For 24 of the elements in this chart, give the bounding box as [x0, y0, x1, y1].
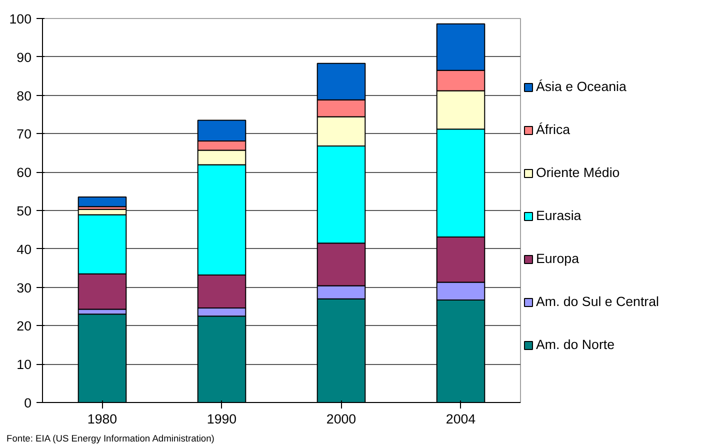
y-tick-label: 30: [16, 280, 32, 296]
y-tick-label: 10: [16, 357, 32, 372]
x-tick-label: 2004: [446, 412, 476, 426]
x-tick-label: 1980: [87, 412, 118, 426]
y-tick-label: 80: [16, 88, 32, 104]
legend-label: Ásia e Oceania: [536, 79, 626, 94]
y-tick-label: 90: [16, 50, 32, 65]
y-tick-label: 40: [16, 242, 32, 257]
legend-label: Europa: [536, 251, 579, 266]
source-note: Fonte: EIA (US Energy Information Administration): [6, 434, 214, 444]
legend-label: Am. do Sul e Central: [536, 294, 659, 309]
y-tick-label: 0: [24, 396, 32, 410]
y-tick-label: 60: [16, 165, 32, 180]
y-tick-label: 20: [16, 318, 32, 334]
legend-label: Am. do Norte: [536, 337, 615, 352]
y-tick-label: 70: [16, 126, 32, 142]
y-tick-label: 50: [16, 204, 32, 218]
bar: [78, 196, 127, 208]
y-tick-label: 100: [9, 12, 32, 26]
legend-label: Oriente Médio: [536, 165, 620, 180]
x-tick-label: 1990: [206, 412, 237, 426]
x-tick-label: 2000: [326, 412, 356, 426]
legend-label: África: [536, 122, 570, 137]
legend-label: Eurasia: [536, 208, 582, 223]
